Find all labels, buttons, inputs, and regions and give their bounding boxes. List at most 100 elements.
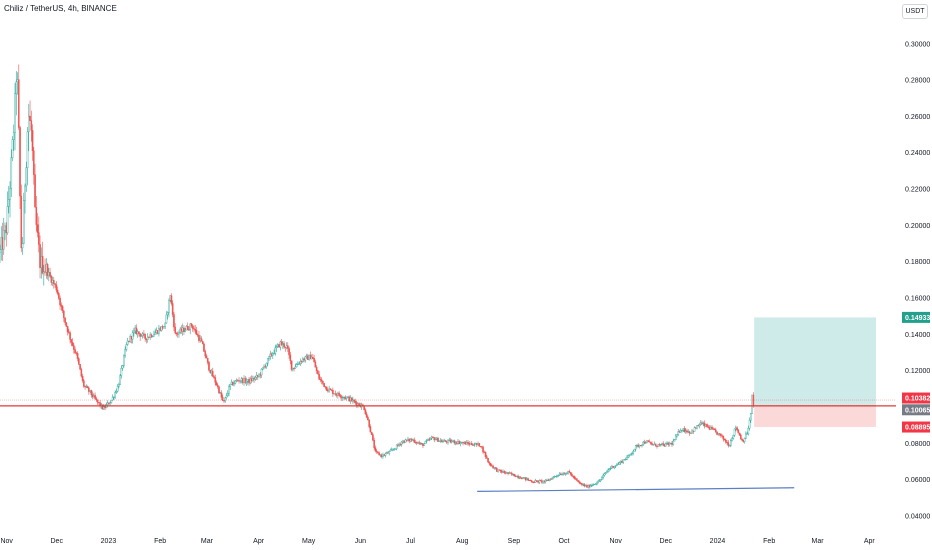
candle-body-436 (544, 480, 547, 482)
candle-body-197 (245, 381, 248, 383)
candle-body-594 (742, 440, 745, 442)
candle-body-595 (743, 438, 746, 442)
candle-body-435 (543, 480, 546, 482)
candle-body-367 (458, 441, 461, 444)
candle-body-557 (696, 425, 698, 429)
candle-body-599 (748, 420, 751, 429)
candle-body-134 (166, 312, 169, 316)
candle-body-153 (190, 323, 193, 327)
candle-body-409 (511, 473, 513, 475)
candle-body-257 (320, 379, 323, 382)
candle-body-21 (25, 167, 28, 187)
candle-body-261 (325, 386, 328, 391)
x-tick-label-11: Oct (559, 538, 570, 545)
currency-button[interactable]: USDT (902, 4, 928, 19)
candle-body-142 (176, 333, 179, 335)
candle-body-391 (488, 461, 491, 464)
candle-body-386 (482, 446, 484, 453)
candle-body-59 (73, 345, 75, 350)
candle-body-109 (135, 327, 138, 334)
candle-body-190 (236, 380, 239, 382)
candle-body-538 (672, 440, 675, 445)
candle-body-120 (149, 334, 151, 338)
candle-body-525 (656, 445, 658, 447)
candle-body-113 (140, 335, 143, 337)
candle-body-425 (531, 480, 533, 483)
candle-body-492 (614, 465, 617, 467)
candle-body-379 (473, 444, 476, 446)
candle-body-286 (357, 403, 359, 406)
candle-body-375 (468, 443, 471, 445)
candle-body-448 (559, 473, 562, 476)
candle-body-384 (479, 446, 482, 448)
candle-body-575 (718, 433, 721, 435)
candle-body-125 (155, 330, 158, 333)
candle-body-209 (260, 368, 263, 376)
time-axis[interactable]: Nov Dec 2023 Feb Mar Apr May Jun Jul Aug Sep Oct Nov… (0, 538, 875, 545)
candle-body-46 (56, 289, 59, 294)
candle-body-167 (208, 362, 210, 371)
candle-body-482 (602, 475, 604, 478)
candle-body-208 (259, 374, 262, 376)
candle-body-536 (669, 442, 672, 444)
candle-body-381 (475, 443, 478, 445)
candle-body-75 (93, 395, 95, 397)
candle-body-469 (586, 485, 588, 488)
candle-body-34 (41, 256, 44, 274)
candle-body-206 (256, 375, 259, 377)
candle-body-449 (561, 474, 563, 476)
candle-body-569 (711, 426, 713, 430)
candle-body-504 (629, 453, 632, 456)
candle-body-262 (327, 390, 329, 392)
candle-body-278 (347, 396, 349, 398)
candle-body-580 (725, 439, 727, 443)
candle-body-351 (438, 440, 441, 442)
candle-body-302 (377, 451, 379, 454)
candle-body-534 (667, 442, 670, 445)
candle-body-207 (258, 374, 260, 377)
candle-body-312 (389, 449, 392, 452)
candle-body-231 (288, 348, 290, 356)
candle-body-313 (390, 449, 393, 451)
candle-body-277 (345, 396, 348, 399)
candle-body-458 (572, 475, 574, 477)
candle-body-71 (88, 387, 90, 392)
candle-body-187 (233, 383, 235, 386)
candle-body-105 (130, 336, 133, 340)
candle-body-547 (683, 428, 686, 432)
candle-body-38 (46, 264, 49, 276)
candle-body-559 (698, 424, 701, 427)
candle-body-65 (80, 369, 83, 377)
candle-body-542 (677, 431, 680, 435)
candle-body-567 (708, 427, 711, 430)
candle-body-45 (55, 284, 58, 291)
candle-body-306 (382, 454, 384, 458)
candle-body-499 (623, 459, 626, 461)
candle-body-477 (596, 482, 598, 485)
candle-body-423 (528, 479, 531, 481)
candle-body-497 (621, 461, 623, 463)
candle-body-182 (226, 393, 229, 396)
price-axis[interactable]: 0.30000 0.28000 0.26000 0.24000 0.22000 0.200… (905, 41, 930, 520)
candle-body-49 (60, 304, 63, 307)
candle-body-104 (129, 336, 131, 342)
candle-body-298 (372, 434, 374, 441)
candle-body-352 (439, 440, 442, 442)
candle-body-353 (440, 440, 443, 443)
candle-body-432 (539, 480, 542, 482)
candle-body-428 (534, 480, 537, 483)
candle-body-440 (549, 478, 552, 480)
candle-body-408 (509, 472, 512, 474)
candle-body-234 (292, 367, 294, 370)
candle-body-494 (617, 463, 619, 465)
candle-body-272 (339, 395, 342, 398)
candle-body-495 (618, 462, 621, 465)
candle-body-452 (564, 473, 567, 475)
candle-body-299 (373, 439, 375, 448)
candle-body-401 (501, 470, 503, 473)
target-zone (754, 317, 876, 406)
candle-body-393 (490, 465, 493, 467)
y-tick-label-1: 0.28000 (905, 78, 930, 85)
candle-body-78 (96, 399, 99, 403)
